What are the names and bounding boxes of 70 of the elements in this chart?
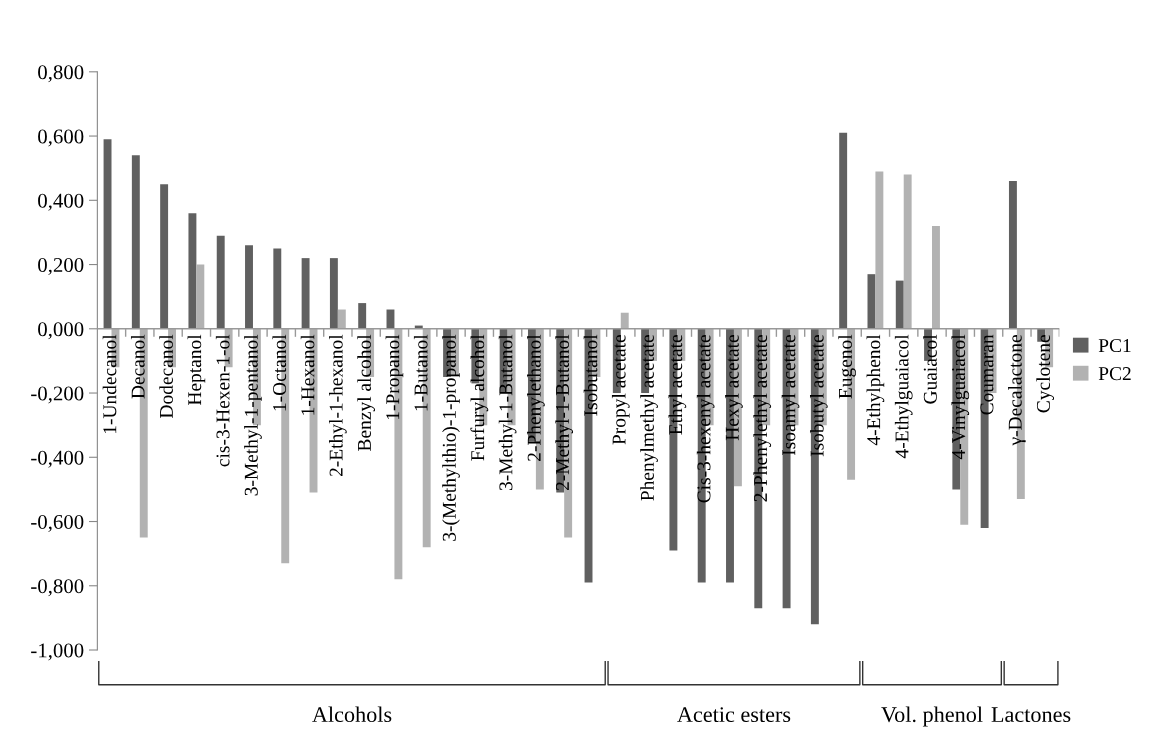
bar bbox=[358, 303, 367, 329]
legend-label: PC2 bbox=[1098, 367, 1131, 381]
x-tick-label: Guaiacol bbox=[923, 334, 937, 404]
x-tick-label: 1-Hexanol bbox=[300, 334, 315, 415]
x-tick-label: Phenylmethyl acetate bbox=[640, 335, 658, 501]
bar bbox=[160, 184, 169, 329]
y-tick-label: -0,200 bbox=[31, 386, 84, 404]
x-tick-label: γ-Decalactone bbox=[1008, 335, 1026, 446]
y-tick-label: -0,800 bbox=[31, 579, 84, 597]
x-tick-label: Cyclotene bbox=[1036, 335, 1055, 413]
x-tick-label: Decanol bbox=[130, 334, 145, 399]
x-tick-label: Furfuryl alcohol bbox=[470, 334, 489, 461]
x-tick-label: 2-Phenylethyl acetate bbox=[753, 335, 772, 502]
text: Alcohols bbox=[312, 706, 392, 723]
x-tick-label: 1-Octanol bbox=[272, 334, 287, 411]
x-tick-label: 4-Ethylguaiacol bbox=[894, 334, 913, 459]
bar bbox=[895, 280, 904, 329]
y-tick-label: 0,200 bbox=[38, 257, 84, 275]
text: Lactones bbox=[991, 707, 1071, 723]
x-tick-label: 1-Butanol bbox=[413, 334, 428, 411]
bar bbox=[216, 235, 225, 329]
x-tick-label: 4-Ethylphenol bbox=[866, 334, 885, 446]
bar bbox=[875, 171, 884, 329]
x-tick-label: 2-Ethyl-1-hexanol bbox=[329, 334, 347, 477]
x-tick-label: 2-Phenylethanol bbox=[527, 334, 545, 461]
bar bbox=[932, 226, 940, 329]
y-tick-label: 0,400 bbox=[38, 193, 84, 211]
x-tick-label: 1-Undecanol bbox=[102, 334, 117, 434]
x-tick-label: Propyl acetate bbox=[611, 335, 630, 445]
bar bbox=[131, 155, 140, 329]
y-tick-label: -0,600 bbox=[31, 514, 84, 532]
x-tick-label: Isobutanol bbox=[583, 334, 598, 416]
x-tick-label: Heptanol bbox=[187, 334, 206, 406]
x-tick-label: Coumaran bbox=[980, 334, 994, 415]
bar bbox=[903, 174, 912, 329]
y-tick-label: -0,400 bbox=[31, 450, 84, 468]
x-tick-label: Isoamyl acetate bbox=[781, 335, 800, 456]
x-tick-label: Isobutyl acetate bbox=[809, 335, 828, 457]
x-tick-label: Benzyl alcohol bbox=[357, 334, 375, 451]
x-tick-label: 1-Propanol bbox=[385, 334, 404, 420]
x-tick-label: 3-Methyl-1-Butanol bbox=[498, 334, 517, 491]
bar bbox=[329, 258, 338, 329]
bar bbox=[839, 132, 848, 329]
x-tick-label: Ethyl acetate bbox=[668, 335, 687, 435]
bar bbox=[301, 258, 310, 329]
bar bbox=[245, 245, 253, 329]
text: Vol. phenol bbox=[881, 706, 983, 727]
x-tick-label: 3-(Methylthio)-1-propanol bbox=[442, 334, 460, 541]
y-tick-label: 0,000 bbox=[38, 322, 84, 340]
x-tick-label: 3-Methyl-1-pentanol bbox=[244, 334, 262, 496]
x-tick-label: cis-3-Hexen-1-ol bbox=[215, 334, 230, 467]
x-tick-label: 4-Vinylguaiacol bbox=[951, 334, 970, 460]
x-tick-label: 2-Methyl-1-Butanol bbox=[555, 334, 574, 491]
x-tick-label: Dodecanol bbox=[159, 334, 173, 419]
bar bbox=[103, 139, 112, 329]
y-tick-label: -1,000 bbox=[31, 643, 84, 661]
y-tick-label: 0,600 bbox=[38, 129, 84, 147]
bar bbox=[867, 274, 876, 329]
x-tick-label: Hexyl acetate bbox=[725, 335, 743, 441]
legend-label: PC1 bbox=[1098, 339, 1131, 353]
x-tick-label: Eugenol bbox=[838, 334, 856, 399]
bar bbox=[337, 309, 346, 329]
bar bbox=[620, 312, 629, 329]
bar bbox=[1008, 181, 1017, 329]
bar bbox=[273, 248, 282, 329]
text: Acetic esters bbox=[677, 707, 791, 723]
bar bbox=[188, 213, 197, 329]
bar bbox=[196, 264, 205, 329]
x-tick-label: Cis-3-hexenyl acetate bbox=[696, 335, 715, 503]
y-tick-label: 0,800 bbox=[38, 65, 84, 83]
